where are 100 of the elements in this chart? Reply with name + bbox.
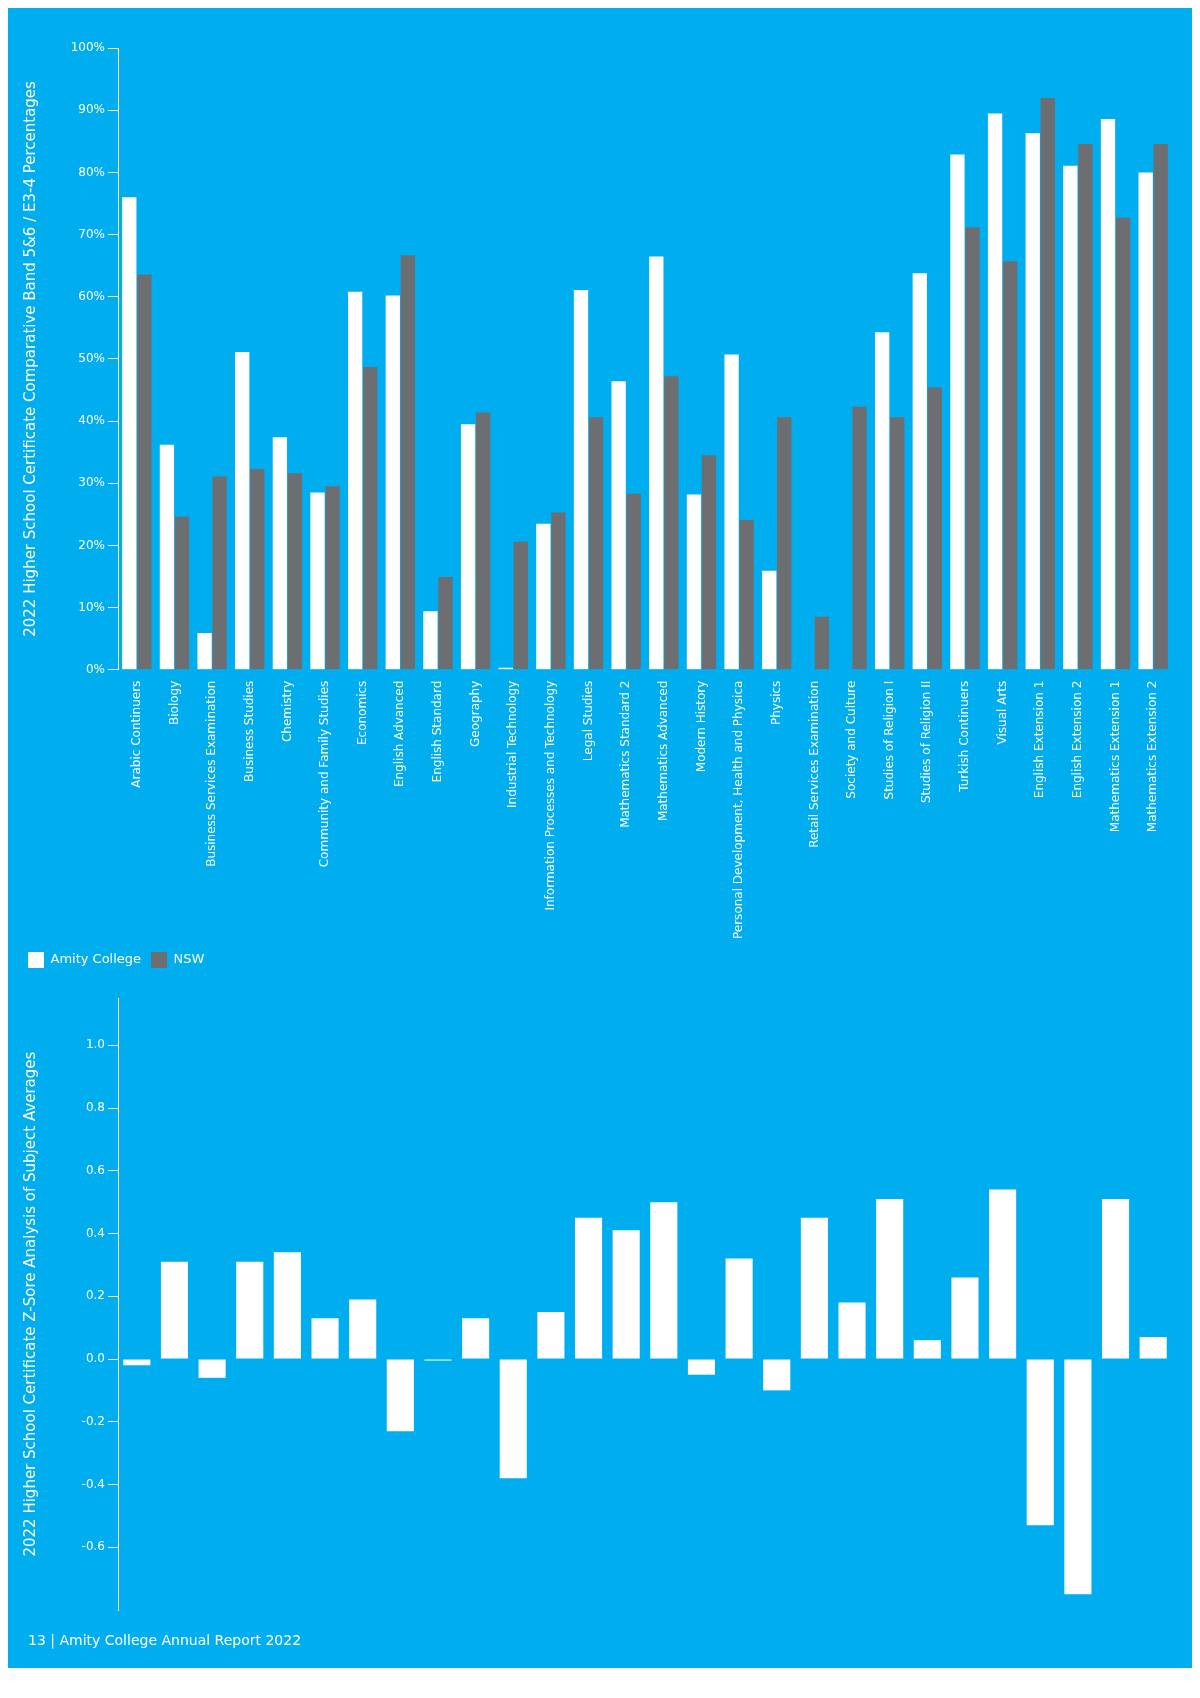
x-tick-label: Business Services Examination — [204, 680, 219, 867]
y-tick-label: 50% — [78, 351, 105, 366]
bar — [1138, 172, 1153, 670]
bar — [348, 291, 363, 670]
bar — [212, 476, 227, 670]
bar — [1153, 143, 1168, 670]
bar — [927, 387, 942, 670]
y-tick-label: 0.4 — [85, 1225, 105, 1240]
x-tick-label: Studies of Religion II — [919, 680, 934, 804]
bar — [235, 352, 250, 670]
bar — [537, 1311, 565, 1359]
y-tick-label: 70% — [78, 226, 105, 241]
bar — [1101, 1199, 1130, 1359]
y-tick-label: 90% — [78, 102, 105, 117]
bar — [725, 1258, 753, 1359]
bar — [1025, 133, 1040, 670]
y-tick-label: 0% — [85, 661, 105, 676]
bar — [137, 274, 152, 670]
bar — [160, 1261, 189, 1359]
x-tick-label: Geography — [467, 680, 482, 747]
y-tick-label: 0.8 — [85, 1100, 105, 1115]
bar — [197, 633, 212, 670]
x-tick-label: Studies of Religion I — [881, 680, 896, 800]
bar — [950, 154, 965, 670]
x-tick-label: Biology — [166, 680, 181, 725]
legend-label: Amity College — [50, 951, 142, 967]
y-tick-label: 0.0 — [85, 1351, 105, 1366]
bar — [763, 1359, 791, 1391]
bar — [965, 227, 980, 670]
bar — [363, 367, 378, 670]
x-tick-label: Modern History — [693, 680, 708, 773]
bar — [310, 492, 325, 670]
x-tick-label: Information Processes and Technology — [543, 680, 558, 911]
bar — [762, 570, 777, 670]
bar — [159, 444, 175, 670]
bar — [1115, 217, 1131, 670]
bar — [273, 1252, 301, 1359]
x-tick-label: Visual Arts — [994, 680, 1009, 745]
bar — [588, 417, 604, 670]
bar — [462, 1318, 490, 1359]
y-tick-label: -0.2 — [81, 1413, 105, 1428]
bar — [913, 1340, 941, 1359]
y-tick-label: 20% — [78, 537, 105, 552]
bar — [236, 1261, 264, 1359]
y-tick-label: 80% — [78, 164, 105, 179]
bar — [272, 437, 288, 670]
bar — [499, 1359, 527, 1479]
bar — [951, 1277, 979, 1359]
bar — [800, 1217, 828, 1359]
y-tick-label: 100% — [70, 40, 105, 55]
bar — [325, 486, 340, 670]
x-tick-label: English Extension 1 — [1032, 680, 1047, 799]
bar — [989, 1189, 1017, 1359]
bar — [438, 577, 453, 670]
y-axis-title: 2022 Higher School Certificate Z-Sore Analysis of Subject Averages — [20, 1051, 39, 1557]
bar — [1064, 1359, 1092, 1595]
bar — [551, 512, 566, 670]
x-tick-label: Community and Family Studies — [317, 680, 332, 868]
x-tick-label: Business Studies — [241, 680, 256, 782]
y-tick-label: -0.6 — [81, 1539, 105, 1554]
bar — [349, 1299, 377, 1359]
x-tick-label: Mathematics Extension 2 — [1145, 680, 1160, 833]
x-tick-label: Personal Development, Health and Physica — [731, 680, 746, 939]
x-tick-label: Turkish Continuers — [957, 680, 972, 793]
bar — [875, 332, 890, 670]
x-tick-label: English Extension 2 — [1070, 680, 1085, 799]
text: 13 | Amity College Annual Report 2022 — [27, 1631, 303, 1651]
bar — [686, 494, 702, 670]
bar — [739, 519, 754, 670]
bar — [838, 1302, 866, 1359]
y-tick-label: 0.6 — [85, 1162, 105, 1177]
y-tick-label: 60% — [78, 288, 105, 303]
bar — [777, 417, 792, 670]
bar — [460, 424, 476, 670]
bar — [386, 1359, 414, 1432]
bar — [1100, 119, 1116, 670]
bar — [701, 455, 717, 670]
y-tick-label: 40% — [78, 413, 105, 428]
bar — [198, 1359, 226, 1378]
bar — [890, 417, 905, 670]
x-tick-label: Mathematics Standard 2 — [618, 680, 633, 828]
x-tick-label: Industrial Technology — [505, 680, 520, 808]
x-tick-label: Mathematics Extension 1 — [1107, 680, 1122, 833]
x-tick-label: Arabic Continuers — [128, 680, 143, 788]
bar — [814, 616, 830, 670]
bar — [611, 381, 626, 670]
y-tick-label: 1.0 — [85, 1037, 105, 1052]
bar — [385, 295, 400, 670]
x-tick-label: Physics — [768, 680, 783, 726]
bar — [987, 113, 1003, 670]
bar — [912, 273, 927, 670]
y-tick-label: 0.2 — [85, 1288, 105, 1303]
bar — [1026, 1359, 1054, 1526]
y-axis-title: 2022 Higher School Certificate Comparative Band 5&6 / E3-4 Percentages — [20, 80, 39, 637]
x-tick-label: Chemistry — [279, 680, 294, 743]
y-tick-label: 10% — [78, 599, 105, 614]
bar — [536, 523, 551, 670]
bar — [400, 255, 415, 670]
bar — [687, 1359, 716, 1375]
bar — [852, 406, 867, 670]
